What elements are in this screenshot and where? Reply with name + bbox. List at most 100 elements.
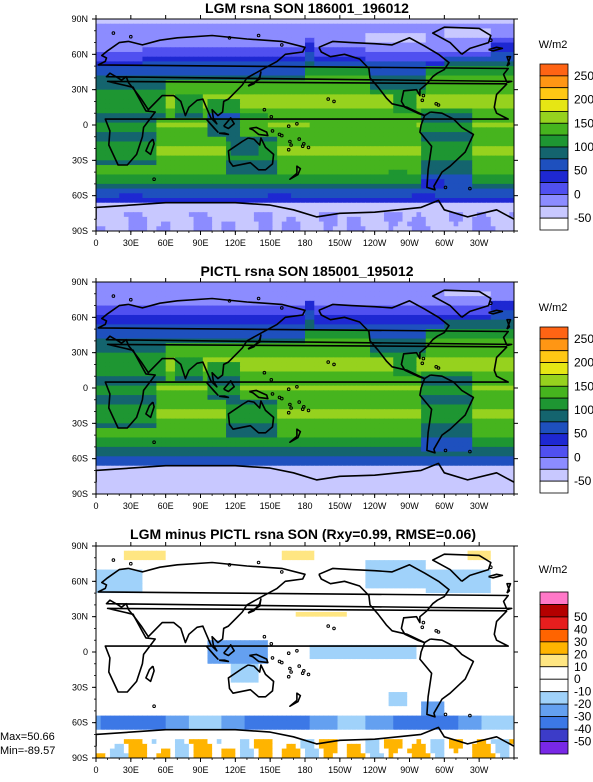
field-cell — [198, 150, 204, 157]
field-cell — [365, 310, 371, 316]
field-cell — [281, 216, 288, 223]
field-cell — [253, 141, 260, 147]
field-cell — [342, 193, 348, 199]
field-cell — [123, 51, 130, 58]
field-cell — [295, 188, 301, 194]
field-cell — [226, 99, 232, 105]
field-cell — [472, 221, 478, 227]
field-cell — [109, 75, 116, 81]
field-cell — [314, 300, 320, 307]
field-cell — [351, 226, 357, 231]
field-cell — [430, 174, 436, 180]
field-cell — [481, 221, 487, 227]
field-cell — [342, 103, 348, 110]
field-cell — [472, 202, 478, 209]
field-cell — [198, 136, 204, 143]
field-cell — [202, 155, 209, 161]
field-cell — [430, 108, 436, 114]
field-cell — [360, 132, 366, 138]
field-cell — [184, 179, 190, 185]
field-cell — [300, 212, 306, 218]
field-cell — [128, 28, 134, 34]
field-cell — [495, 33, 501, 39]
field-cell — [277, 314, 283, 321]
field-cell — [226, 23, 232, 30]
field-cell — [249, 84, 255, 91]
field-cell — [100, 291, 106, 297]
field-cell — [323, 103, 329, 110]
field-cell — [119, 23, 125, 30]
field-cell — [295, 56, 301, 62]
field-cell — [119, 28, 125, 34]
field-cell — [142, 94, 148, 100]
field-cell — [448, 122, 455, 128]
field-cell — [435, 141, 441, 147]
field-cell — [235, 319, 241, 325]
field-cell — [314, 282, 320, 288]
field-cell — [221, 296, 227, 302]
field-cell — [226, 113, 232, 119]
field-cell — [411, 179, 418, 185]
field-cell — [407, 42, 413, 48]
field-cell — [430, 66, 436, 72]
colorbar-box — [539, 158, 569, 172]
field-cell — [114, 314, 120, 321]
field-cell — [239, 300, 246, 307]
field-cell — [295, 296, 301, 302]
field-cell — [216, 286, 222, 293]
field-cell — [230, 198, 236, 204]
field-cell — [411, 75, 418, 81]
field-cell — [383, 221, 390, 227]
field-cell — [332, 310, 339, 316]
field-cell — [402, 89, 408, 95]
field-cell — [309, 108, 315, 114]
field-cell — [235, 160, 241, 166]
field-cell — [379, 198, 385, 204]
field-cell — [309, 23, 315, 30]
field-cell — [249, 117, 255, 124]
field-cell — [128, 286, 134, 293]
field-cell — [221, 117, 227, 124]
field-cell — [105, 314, 111, 321]
field-cell — [244, 226, 250, 231]
field-cell — [309, 136, 315, 143]
field-cell — [305, 160, 311, 166]
field-cell — [388, 75, 394, 81]
field-cell — [346, 28, 353, 34]
field-cell — [402, 75, 408, 81]
field-cell — [383, 122, 390, 128]
field-cell — [476, 141, 483, 147]
field-cell — [114, 155, 120, 161]
field-cell — [309, 127, 315, 133]
field-cell — [202, 310, 209, 316]
field-cell — [425, 286, 431, 293]
field-cell — [495, 37, 501, 44]
field-cell — [374, 99, 380, 105]
field-cell — [393, 296, 399, 302]
field-cell — [305, 108, 311, 114]
field-cell — [193, 155, 199, 161]
field-cell — [119, 84, 125, 91]
field-cell — [277, 212, 283, 218]
field-cell — [421, 136, 427, 143]
field-cell — [151, 19, 157, 25]
field-cell — [309, 202, 315, 209]
field-cell — [147, 99, 153, 105]
field-cell — [212, 23, 218, 30]
field-cell — [151, 179, 157, 185]
field-cell — [235, 207, 241, 213]
field-cell — [421, 75, 427, 81]
field-cell — [230, 183, 236, 190]
colorbar-box — [539, 170, 569, 183]
field-cell — [151, 212, 157, 218]
field-cell — [123, 183, 130, 190]
field-cell — [142, 212, 148, 218]
field-cell — [244, 198, 250, 204]
field-cell — [495, 19, 501, 25]
field-cell — [239, 296, 246, 302]
field-cell — [370, 150, 376, 157]
field-cell — [295, 141, 301, 147]
field-cell — [253, 28, 260, 34]
field-cell — [374, 51, 380, 58]
field-cell — [300, 198, 306, 204]
